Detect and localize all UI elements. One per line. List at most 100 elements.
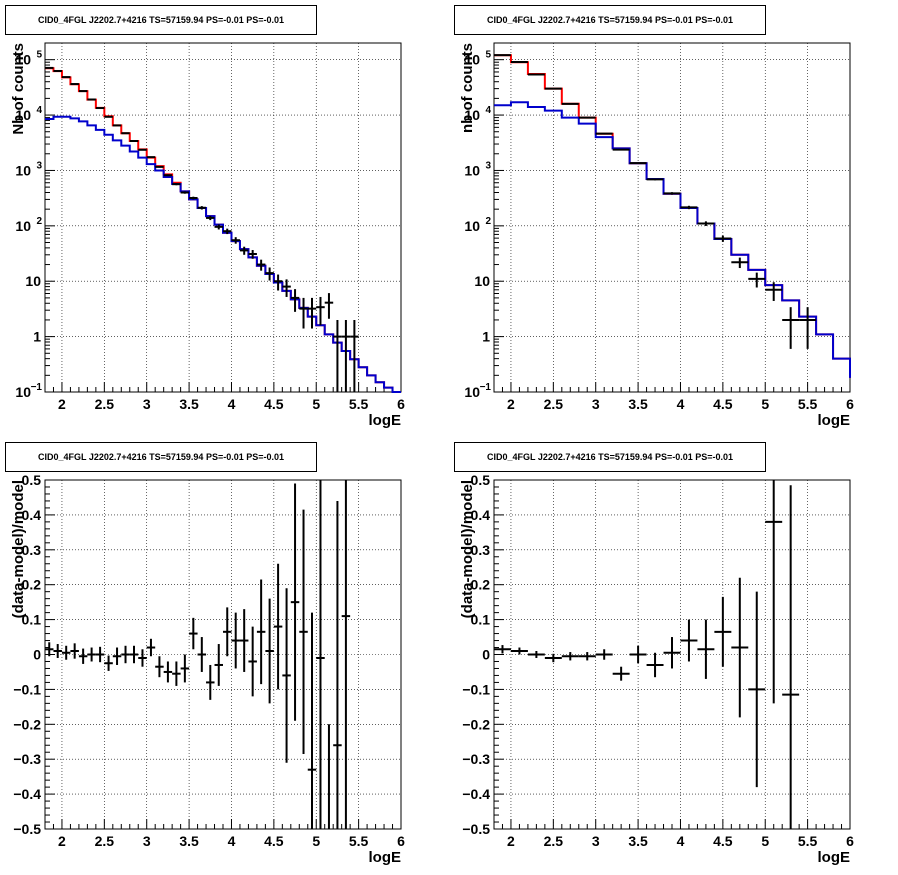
x-tick-label: 2.5 xyxy=(544,833,564,849)
data-point xyxy=(273,274,283,291)
x-tick-label: 2.5 xyxy=(544,396,564,412)
data-point xyxy=(731,257,749,269)
y-tick-label-base: 10 xyxy=(25,273,41,289)
data-point xyxy=(629,645,647,664)
y-tick-label: −0.2 xyxy=(13,716,41,732)
plot-area xyxy=(494,43,850,392)
data-point xyxy=(239,609,249,672)
data-point xyxy=(299,509,308,754)
data-point xyxy=(663,637,681,669)
data-point xyxy=(231,612,240,669)
chart-title: CID0_4FGL J2202.7+4216 TS=57159.94 PS=-0… xyxy=(5,442,317,472)
data-point xyxy=(799,307,817,349)
data-point xyxy=(646,652,664,678)
y-tick-label-exponent: 5 xyxy=(485,50,491,61)
y-axis-label: Nb of counts xyxy=(10,43,27,135)
x-tick-label: 3 xyxy=(592,396,600,412)
data-point xyxy=(350,319,359,392)
x-axis-ticks xyxy=(44,819,402,829)
chart-svg-bottom-right: 2 2.5 3 3.5 4 4.5 5 5.5 6 −0.5 −0.4 −0.3 −0.2 −0.1 0 0.… xyxy=(459,472,854,866)
data-point xyxy=(231,237,240,244)
data-point xyxy=(748,591,766,788)
data-point xyxy=(172,183,181,186)
data-point xyxy=(290,483,300,721)
x-tick-label: 4 xyxy=(677,396,685,412)
y-axis-label: (data-model)/model xyxy=(10,480,27,618)
data-point xyxy=(510,647,528,655)
x-tick-label: 3.5 xyxy=(628,833,648,849)
y-tick-label-exponent: 3 xyxy=(485,160,491,171)
data-point xyxy=(61,645,71,660)
x-axis-label: logE xyxy=(818,849,851,866)
data-point xyxy=(765,480,783,704)
data-point xyxy=(223,228,232,235)
chart-title: CID0_4FGL J2202.7+4216 TS=57159.94 PS=-0… xyxy=(454,5,766,35)
y-tick-label-exponent: 4 xyxy=(485,105,491,116)
data-point xyxy=(307,297,317,329)
x-tick-label: 2.5 xyxy=(95,396,115,412)
x-axis-label: logE xyxy=(818,412,851,429)
data-point xyxy=(256,579,266,685)
data-point xyxy=(765,282,783,301)
data-point xyxy=(663,192,681,195)
chart-svg-bottom-left: 2 2.5 3 3.5 4 4.5 5 5.5 6 −0.5 −0.4 −0.3 −0.2 −0.1 0 0.… xyxy=(10,472,405,866)
data-point xyxy=(561,652,579,661)
data-point xyxy=(45,642,54,657)
data-point xyxy=(282,279,291,297)
y-axis-label: nb of counts xyxy=(459,43,476,133)
y-axis-ticks xyxy=(45,42,55,393)
y-tick-label: 10 −1 xyxy=(464,382,491,400)
y-tick-label-base: 10 xyxy=(15,218,31,234)
data-point xyxy=(95,646,105,663)
y-tick-label-base: 10 xyxy=(464,384,480,400)
y-tick-label: 0.4 xyxy=(471,507,491,523)
chart-panel-bottom-left: 2 2.5 3 3.5 4 4.5 5 5.5 6 −0.5 −0.4 −0.3 −0.2 −0.1 0 0.… xyxy=(0,437,449,875)
x-axis-label: logE xyxy=(369,412,402,429)
histogram-series-blue xyxy=(45,115,401,393)
data-point xyxy=(163,174,173,177)
data-point xyxy=(307,612,317,829)
x-axis-ticks xyxy=(493,382,851,392)
data-point xyxy=(299,297,308,329)
y-tick-label: 0 xyxy=(33,647,41,663)
data-point xyxy=(595,649,613,660)
y-tick-label: −0.4 xyxy=(13,786,41,802)
data-point xyxy=(129,645,139,664)
data-point xyxy=(214,224,223,230)
data-point xyxy=(714,235,732,242)
y-tick-label: 0.5 xyxy=(471,472,491,488)
data-point xyxy=(104,655,113,671)
data-point xyxy=(782,485,800,829)
data-point xyxy=(782,307,800,349)
data-point xyxy=(121,645,130,664)
x-tick-label: 5.5 xyxy=(349,833,369,849)
y-tick-label: 10 4 xyxy=(464,105,491,123)
data-point xyxy=(155,656,164,678)
data-point xyxy=(189,196,198,200)
y-tick-label: 10 2 xyxy=(464,216,491,234)
data-point xyxy=(197,637,207,672)
y-tick-label-exponent: −1 xyxy=(480,382,492,393)
y-tick-label: 10 5 xyxy=(464,50,491,68)
y-tick-label-base: 10 xyxy=(15,162,31,178)
data-point xyxy=(121,132,130,135)
x-tick-label: 3.5 xyxy=(628,396,648,412)
y-tick-label-exponent: 5 xyxy=(36,50,42,61)
y-tick-label: −0.5 xyxy=(462,821,490,837)
data-point xyxy=(714,596,732,667)
y-tick-label: 0.5 xyxy=(22,472,42,488)
y-tick-label-base: 10 xyxy=(15,384,31,400)
y-tick-label-exponent: 3 xyxy=(36,160,42,171)
data-point xyxy=(680,205,698,210)
data-point xyxy=(172,661,181,686)
y-tick-label: 10 −1 xyxy=(15,382,42,400)
data-point xyxy=(282,588,291,763)
y-tick-label: 0.3 xyxy=(22,542,42,558)
y-tick-label: −0.4 xyxy=(462,786,490,802)
y-tick-label-base: 10 xyxy=(464,218,480,234)
x-tick-label: 2 xyxy=(58,396,66,412)
data-point xyxy=(646,178,664,181)
x-tick-label: 4.5 xyxy=(264,396,284,412)
y-tick-label: −0.5 xyxy=(13,821,41,837)
x-tick-label: 3 xyxy=(592,833,600,849)
